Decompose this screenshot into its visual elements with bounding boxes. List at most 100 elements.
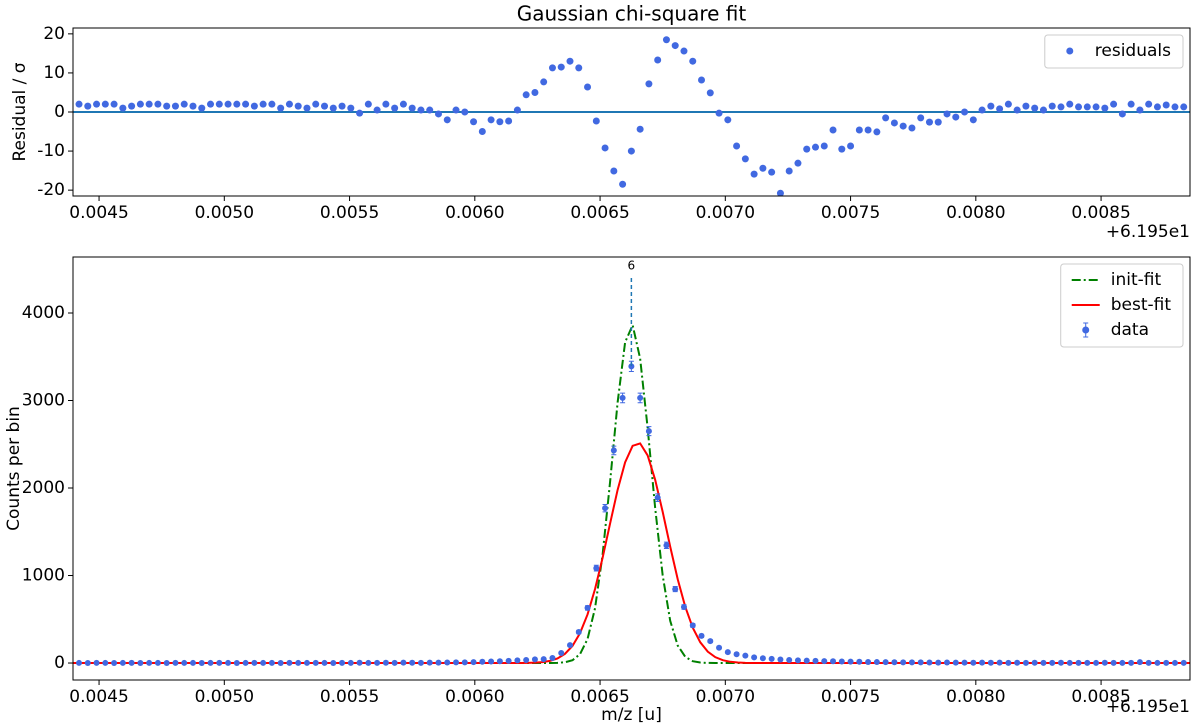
data-point xyxy=(803,657,810,664)
residual-point xyxy=(356,109,364,117)
data-point xyxy=(146,659,153,666)
data-point xyxy=(751,654,758,661)
data-point xyxy=(330,660,337,667)
data-point xyxy=(786,656,793,663)
data-point xyxy=(251,659,258,666)
data-point xyxy=(567,642,574,649)
y-tick-label: 4000 xyxy=(22,303,65,323)
data-point xyxy=(619,394,626,401)
plot-area xyxy=(73,36,1190,196)
data-point xyxy=(856,658,863,665)
data-point xyxy=(409,659,416,666)
residual-point xyxy=(619,180,627,188)
data-point xyxy=(628,363,635,370)
residual-point xyxy=(961,108,969,116)
legend-label: data xyxy=(1111,320,1149,340)
data-point xyxy=(382,659,389,666)
data-point xyxy=(1005,659,1012,666)
data-point xyxy=(935,659,942,666)
x-tick-label: 0.0065 xyxy=(570,687,629,707)
data-point xyxy=(663,542,670,549)
data-point xyxy=(111,660,118,667)
residual-point xyxy=(864,126,872,134)
data-point xyxy=(356,659,363,666)
data-point xyxy=(680,604,687,611)
residual-point xyxy=(645,80,653,88)
x-tick-label: 0.0070 xyxy=(696,687,755,707)
residual-point xyxy=(154,100,162,108)
residual-point xyxy=(1110,100,1118,108)
y-tick-label: 10 xyxy=(43,63,65,83)
data-point xyxy=(444,659,451,666)
residual-point xyxy=(408,104,416,112)
data-point xyxy=(716,644,723,651)
residual-point xyxy=(110,100,118,108)
data-point xyxy=(84,660,91,667)
residual-point xyxy=(601,144,609,152)
data-point xyxy=(952,659,959,666)
residual-point xyxy=(689,57,697,65)
residual-point xyxy=(934,118,942,126)
data-point xyxy=(154,659,161,666)
residual-point xyxy=(513,106,521,114)
residual-point xyxy=(171,102,179,110)
data-point xyxy=(216,659,223,666)
residual-point xyxy=(943,110,951,118)
residual-point xyxy=(829,126,837,134)
residual-point xyxy=(662,36,670,44)
data-point xyxy=(181,659,188,666)
residual-point xyxy=(1057,103,1065,111)
data-point xyxy=(119,659,126,666)
y-axis-label: Counts per bin xyxy=(4,406,24,531)
fit-curve xyxy=(73,442,1190,665)
residual-point xyxy=(803,145,811,153)
data-point xyxy=(996,659,1003,666)
data-point xyxy=(1180,659,1187,666)
residual-point xyxy=(268,100,276,108)
data-point xyxy=(689,622,696,629)
data-point xyxy=(645,428,652,435)
data-point xyxy=(1136,659,1143,666)
fit-curve xyxy=(73,321,1190,665)
residual-point xyxy=(426,106,434,114)
residual-point xyxy=(531,88,539,96)
residual-point xyxy=(487,116,495,124)
data-point xyxy=(365,659,372,666)
residual-point xyxy=(189,102,197,110)
residual-point xyxy=(522,91,530,99)
legend-label: best-fit xyxy=(1111,295,1172,315)
data-point xyxy=(1128,659,1135,666)
data-point xyxy=(549,655,556,662)
data-point xyxy=(531,656,538,663)
residual-point xyxy=(925,118,933,126)
residual-point xyxy=(119,104,127,112)
data-point xyxy=(575,628,582,635)
residual-point xyxy=(759,164,767,172)
residual-point xyxy=(671,42,679,50)
x-tick-label: 0.0080 xyxy=(946,687,1005,707)
residual-point xyxy=(329,104,337,112)
residual-point xyxy=(636,125,644,133)
residual-point xyxy=(855,126,863,134)
residual-point xyxy=(1101,104,1109,112)
data-point xyxy=(286,659,293,666)
residual-point xyxy=(680,47,688,55)
data-point xyxy=(672,586,679,593)
data-point xyxy=(453,659,460,666)
data-point xyxy=(514,657,521,664)
residual-point xyxy=(654,56,662,64)
residual-point xyxy=(312,100,320,108)
data-point xyxy=(102,659,109,666)
data-point xyxy=(268,659,275,666)
data-point xyxy=(163,660,170,667)
residual-point xyxy=(347,104,355,112)
y-tick-label: 20 xyxy=(43,24,65,44)
data-point xyxy=(303,659,310,666)
residual-point xyxy=(899,122,907,130)
data-point xyxy=(339,659,346,666)
data-point xyxy=(944,659,951,666)
x-tick-label: 0.0045 xyxy=(69,203,128,223)
residual-point xyxy=(1013,106,1021,114)
data-point xyxy=(759,655,766,662)
data-point xyxy=(1031,659,1038,666)
